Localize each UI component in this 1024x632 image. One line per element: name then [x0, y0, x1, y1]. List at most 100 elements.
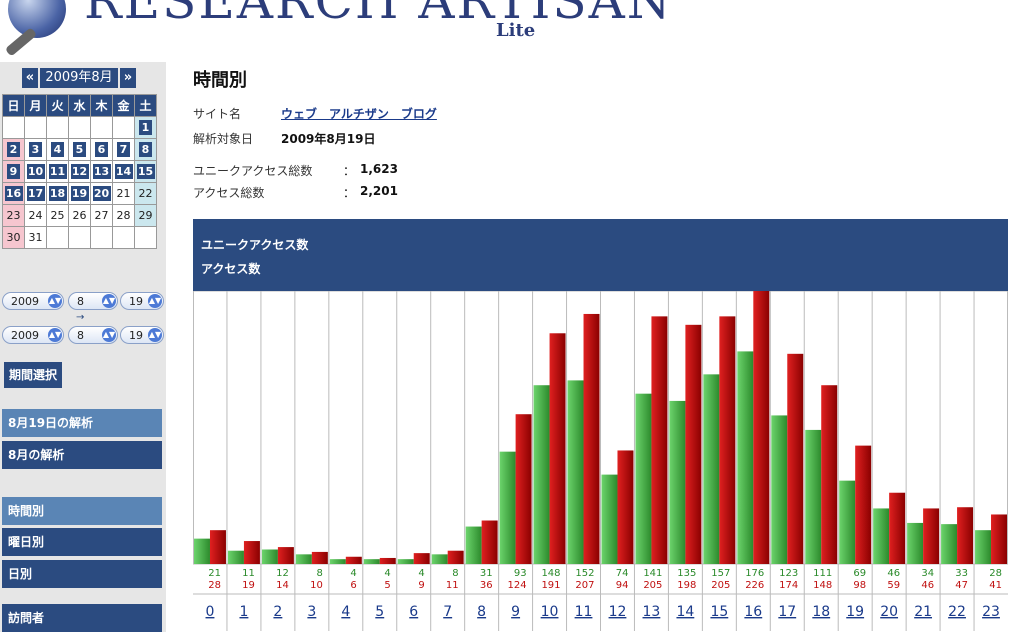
data-label-total: 28 — [208, 580, 221, 591]
bar-total — [855, 445, 872, 564]
menu-month-analysis[interactable]: 8月の解析 — [2, 441, 162, 469]
from-year-select[interactable]: 2009 ▲▼ — [2, 292, 64, 310]
calendar-day: 23 — [2, 204, 25, 227]
hour-link[interactable]: 10 — [541, 604, 559, 620]
hour-link[interactable]: 0 — [206, 604, 215, 620]
logo-text: RESEARCH ARTISAN — [84, 0, 673, 30]
calendar-next-button[interactable]: » — [120, 68, 136, 88]
hour-link[interactable]: 21 — [914, 604, 932, 620]
hour-link[interactable]: 2 — [273, 604, 282, 620]
hour-link[interactable]: 4 — [341, 604, 350, 620]
data-label-total: 46 — [921, 580, 934, 591]
hour-link[interactable]: 17 — [778, 604, 796, 620]
bar-total — [447, 550, 464, 564]
hour-link[interactable]: 12 — [609, 604, 627, 620]
data-label-unique: 34 — [921, 568, 934, 579]
hour-link[interactable]: 7 — [443, 604, 452, 620]
stepper-icon: ▲▼ — [102, 294, 116, 308]
data-label-unique: 111 — [813, 568, 832, 579]
calendar-day[interactable]: 7 — [112, 138, 135, 161]
calendar-day[interactable]: 16 — [2, 182, 25, 205]
menu-day-analysis[interactable]: 8月19日の解析 — [2, 409, 162, 437]
hour-link[interactable]: 6 — [409, 604, 418, 620]
bar-total — [821, 385, 838, 564]
menu-hourly[interactable]: 時間別 — [2, 497, 162, 525]
menu-weekday[interactable]: 曜日別 — [2, 528, 162, 556]
calendar-day[interactable]: 15 — [134, 160, 157, 183]
data-label-total: 47 — [955, 580, 968, 591]
to-day-select[interactable]: 19 ▲▼ — [120, 326, 164, 344]
calendar-day: 26 — [68, 204, 91, 227]
data-label-total: 59 — [887, 580, 900, 591]
calendar-day[interactable]: 5 — [68, 138, 91, 161]
menu-visitors[interactable]: 訪問者 — [2, 604, 162, 632]
logo-sub: Lite — [496, 20, 536, 41]
calendar-day[interactable]: 9 — [2, 160, 25, 183]
calendar-day: 24 — [24, 204, 47, 227]
hour-link[interactable]: 3 — [307, 604, 316, 620]
bar-unique — [975, 530, 992, 564]
hour-link[interactable]: 22 — [948, 604, 966, 620]
bar-total — [991, 514, 1007, 564]
calendar-day[interactable]: 4 — [46, 138, 69, 161]
hour-link[interactable]: 9 — [511, 604, 520, 620]
calendar-day — [2, 116, 25, 139]
hour-link[interactable]: 20 — [880, 604, 898, 620]
hour-link[interactable]: 8 — [477, 604, 486, 620]
period-select-button[interactable]: 期間選択 — [4, 362, 62, 388]
calendar-day: 22 — [134, 182, 157, 205]
bar-total — [583, 313, 600, 564]
hour-link[interactable]: 5 — [375, 604, 384, 620]
stepper-icon: ▲▼ — [102, 328, 116, 342]
data-label-total: 9 — [418, 580, 424, 591]
data-label-total: 41 — [989, 580, 1002, 591]
calendar-day[interactable]: 18 — [46, 182, 69, 205]
hour-link[interactable]: 14 — [676, 604, 694, 620]
bar-unique — [839, 480, 856, 564]
hour-link[interactable]: 13 — [643, 604, 661, 620]
calendar-day[interactable]: 14 — [112, 160, 135, 183]
calendar-day[interactable]: 3 — [24, 138, 47, 161]
bar-unique — [567, 380, 584, 564]
data-label-unique: 12 — [276, 568, 289, 579]
calendar-day[interactable]: 1 — [134, 116, 157, 139]
to-month-select[interactable]: 8 ▲▼ — [68, 326, 118, 344]
data-label-unique: 28 — [989, 568, 1002, 579]
hour-link[interactable]: 1 — [239, 604, 248, 620]
calendar-day[interactable]: 2 — [2, 138, 25, 161]
hour-link[interactable]: 11 — [575, 604, 593, 620]
calendar-title: 2009年8月 — [40, 68, 118, 88]
calendar-day[interactable]: 11 — [46, 160, 69, 183]
hour-link[interactable]: 19 — [846, 604, 864, 620]
bar-total — [753, 291, 770, 564]
data-label-total: 5 — [384, 580, 390, 591]
sidebar: « 2009年8月 » 日月火水木金土 1 2 3 4 5 6 7 8 9 10 11 12 13 14 15… — [0, 62, 166, 632]
calendar-day[interactable]: 19 — [68, 182, 91, 205]
from-month-select[interactable]: 8 ▲▼ — [68, 292, 118, 310]
menu-daily[interactable]: 日別 — [2, 560, 162, 588]
data-label-unique: 176 — [745, 568, 764, 579]
bar-unique — [499, 451, 516, 564]
hour-link[interactable]: 18 — [812, 604, 830, 620]
calendar-day: 25 — [46, 204, 69, 227]
hour-link[interactable]: 15 — [710, 604, 728, 620]
data-label-total: 174 — [779, 580, 798, 591]
calendar-prev-button[interactable]: « — [22, 68, 38, 88]
data-label-unique: 31 — [480, 568, 493, 579]
calendar-day[interactable]: 12 — [68, 160, 91, 183]
from-day-select[interactable]: 19 ▲▼ — [120, 292, 164, 310]
calendar-day[interactable]: 6 — [90, 138, 113, 161]
calendar-day[interactable]: 10 — [24, 160, 47, 183]
site-name-link[interactable]: ウェブ アルチザン ブログ — [281, 107, 437, 121]
hour-link[interactable]: 16 — [744, 604, 762, 620]
calendar-day[interactable]: 13 — [90, 160, 113, 183]
calendar-day[interactable]: 8 — [134, 138, 157, 161]
to-year-select[interactable]: 2009 ▲▼ — [2, 326, 64, 344]
calendar-day — [90, 116, 113, 139]
calendar-day[interactable]: 20 — [90, 182, 113, 205]
range-arrow: → — [76, 312, 85, 323]
hour-link[interactable]: 23 — [982, 604, 1000, 620]
bar-total — [345, 556, 362, 564]
calendar-day[interactable]: 17 — [24, 182, 47, 205]
data-label-unique: 141 — [643, 568, 662, 579]
